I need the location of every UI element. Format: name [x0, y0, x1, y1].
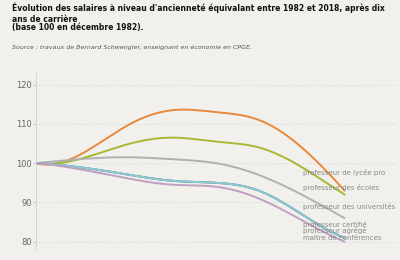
Text: Évolution des salaires à niveau d'ancienneté équivalant entre 1982 et 2018, aprè: Évolution des salaires à niveau d'ancien…: [12, 3, 385, 23]
Text: professeur agrégé: professeur agrégé: [304, 227, 367, 234]
Text: Source : travaux de Bernard Schwengler, enseignant en économie en CPGE.: Source : travaux de Bernard Schwengler, …: [12, 44, 252, 50]
Text: professeur de lycée pro: professeur de lycée pro: [304, 170, 386, 177]
Text: professeur des universités: professeur des universités: [304, 203, 396, 210]
Text: professeur certifié: professeur certifié: [304, 220, 367, 228]
Text: maître de conférences: maître de conférences: [304, 235, 382, 241]
Text: professeur des écoles: professeur des écoles: [304, 184, 380, 191]
Text: (base 100 en décembre 1982).: (base 100 en décembre 1982).: [12, 23, 144, 32]
